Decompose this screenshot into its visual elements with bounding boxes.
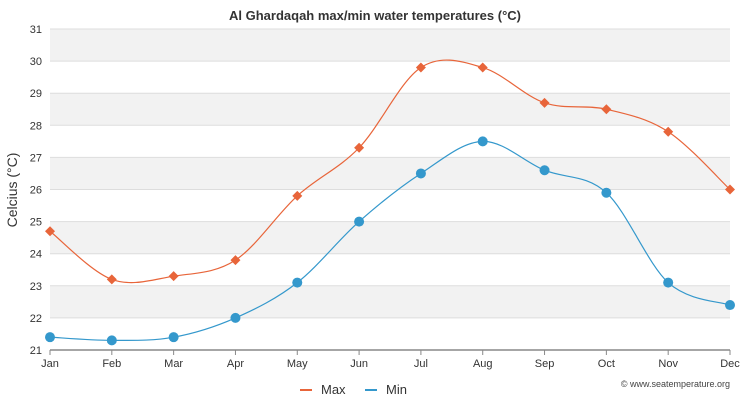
data-point-min[interactable]	[601, 187, 612, 198]
series-max	[45, 59, 735, 285]
data-point-min[interactable]	[415, 168, 426, 179]
y-tick-label: 25	[30, 217, 42, 229]
data-point-min[interactable]	[168, 332, 179, 343]
data-point-max[interactable]	[168, 271, 179, 282]
y-tick-label: 29	[30, 88, 42, 100]
legend-item-max[interactable]: Max	[300, 382, 346, 397]
data-point-min[interactable]	[45, 332, 55, 343]
grid-lines	[50, 28, 730, 351]
plot-band	[50, 221, 730, 254]
legend-label-min: Min	[386, 382, 407, 397]
x-tick-label: Jun	[350, 358, 368, 370]
x-tick-label: Oct	[598, 358, 615, 370]
data-point-min[interactable]	[230, 312, 241, 323]
legend[interactable]: Max Min	[300, 382, 407, 397]
x-tick-label: Apr	[227, 358, 244, 370]
y-tick-label: 21	[30, 345, 42, 357]
legend-item-min[interactable]: Min	[365, 382, 407, 397]
y-tick-label: 27	[30, 152, 42, 164]
x-axis-ticks: Jan Feb Mar Apr May Jun Jul Aug Sep Oct Nov Dec	[41, 350, 740, 370]
data-point-max[interactable]	[45, 226, 55, 237]
data-point-max[interactable]	[663, 126, 674, 137]
x-tick-label: Jul	[414, 358, 428, 370]
credit-text: © www.seatemperature.org	[621, 379, 730, 389]
y-tick-label: 26	[30, 185, 42, 197]
x-tick-label: Feb	[102, 358, 121, 370]
data-point-max[interactable]	[354, 142, 365, 153]
y-tick-label: 24	[30, 249, 42, 261]
data-point-max[interactable]	[725, 184, 735, 195]
x-tick-label: Sep	[535, 358, 555, 370]
plot-band	[50, 285, 730, 318]
plot-band	[50, 157, 730, 190]
data-point-min[interactable]	[292, 277, 303, 288]
y-tick-label: 30	[30, 56, 42, 68]
data-point-min[interactable]	[539, 165, 550, 176]
y-tick-label: 22	[30, 313, 42, 325]
x-tick-label: Nov	[658, 358, 678, 370]
series-min	[45, 136, 735, 346]
data-point-max[interactable]	[292, 190, 303, 201]
x-tick-label: Aug	[473, 358, 493, 370]
x-tick-label: Jan	[41, 358, 59, 370]
data-point-max[interactable]	[539, 97, 550, 108]
data-point-min[interactable]	[725, 300, 735, 311]
plot-band	[50, 93, 730, 126]
data-point-min[interactable]	[477, 136, 488, 147]
legend-label-max: Max	[321, 382, 346, 397]
data-point-min[interactable]	[663, 277, 674, 288]
data-point-max[interactable]	[230, 255, 241, 266]
data-point-max[interactable]	[601, 104, 612, 115]
chart-title: Al Ghardaqah max/min water temperatures …	[229, 8, 521, 23]
data-point-min[interactable]	[106, 335, 117, 346]
y-tick-label: 31	[30, 24, 42, 36]
data-point-max[interactable]	[415, 62, 426, 73]
x-tick-label: May	[287, 358, 308, 370]
x-tick-label: Dec	[720, 358, 740, 370]
x-tick-label: Mar	[164, 358, 183, 370]
plot-bands	[50, 29, 730, 318]
data-point-max[interactable]	[106, 274, 117, 285]
y-axis-label: Celcius (°C)	[4, 153, 20, 228]
plot-band	[50, 29, 730, 62]
y-tick-label: 28	[30, 120, 42, 132]
y-axis-ticks: 21 22 23 24 25 26 27 28 29 30 31	[30, 24, 42, 357]
data-point-max[interactable]	[477, 62, 488, 73]
y-tick-label: 23	[30, 281, 42, 293]
series-group	[45, 59, 735, 346]
data-point-min[interactable]	[354, 216, 365, 227]
